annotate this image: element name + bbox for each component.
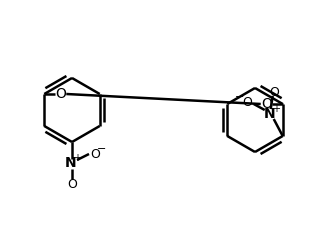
Text: O: O [261,97,272,111]
Text: O: O [67,178,77,190]
Text: O: O [90,148,100,160]
Text: O: O [242,95,252,109]
Text: +: + [73,153,81,163]
Text: −: − [235,92,244,102]
Text: N: N [264,107,276,121]
Text: O: O [55,87,66,101]
Text: O: O [269,85,279,99]
Text: +: + [272,104,280,114]
Text: N: N [65,156,77,170]
Text: −: − [97,144,107,154]
